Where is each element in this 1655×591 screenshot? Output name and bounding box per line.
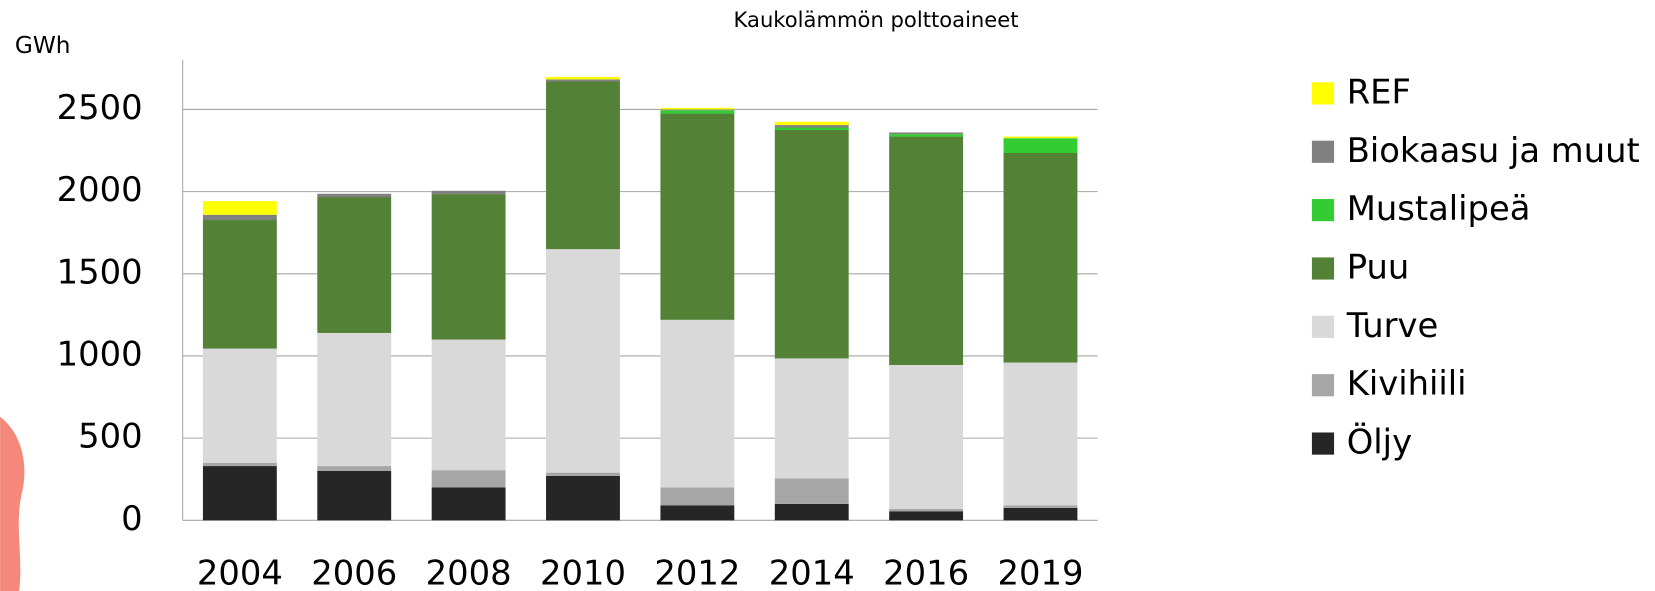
y-axis-label: GWh	[15, 32, 71, 59]
bar-segment	[660, 108, 734, 110]
bar-segment	[775, 130, 849, 358]
bar-segment	[775, 128, 849, 130]
bar-segment	[317, 194, 391, 197]
bar-segment	[546, 476, 620, 520]
legend-swatch	[1312, 82, 1334, 104]
legend-label: Biokaasu ja muut	[1347, 131, 1640, 170]
bar-segment	[1004, 138, 1078, 153]
bar-segment	[203, 349, 277, 463]
bar-segment	[317, 471, 391, 520]
bar-segment	[1004, 508, 1078, 520]
bar-segment	[660, 487, 734, 505]
bar-segment	[203, 215, 277, 220]
bar-segment	[432, 194, 506, 339]
bar-segment	[317, 333, 391, 466]
bar-segment	[546, 249, 620, 472]
bar-segment	[317, 197, 391, 333]
y-tick-label: 0	[121, 499, 142, 538]
legend-label: Mustalipeä	[1347, 189, 1531, 228]
bar-segment	[317, 466, 391, 471]
legend-label: Turve	[1346, 306, 1439, 345]
page: {"chart_data": { "type": "stacked-bar", …	[0, 0, 1655, 591]
bar-segment	[660, 110, 734, 113]
x-tick-label: 2019	[998, 554, 1084, 591]
bar-segment	[775, 122, 849, 125]
bar-segment	[889, 132, 963, 134]
legend-label: Öljy	[1347, 422, 1412, 462]
bar-segment	[546, 77, 620, 79]
decoration	[0, 417, 24, 591]
bar-segment	[203, 220, 277, 349]
bar-segment	[660, 320, 734, 488]
bar-segment	[1004, 506, 1078, 508]
y-tick-label: 1000	[57, 334, 143, 373]
x-tick-label: 2012	[654, 554, 740, 591]
legend-swatch	[1312, 374, 1334, 396]
bar-segment	[203, 466, 277, 520]
bar-segment	[1004, 137, 1078, 139]
legend-swatch	[1312, 199, 1334, 221]
bar-segment	[775, 504, 849, 520]
x-tick-label: 2010	[540, 554, 626, 591]
bar-segment	[775, 358, 849, 478]
bar-segment	[203, 201, 277, 215]
y-tick-label: 1500	[57, 252, 143, 291]
y-tick-label: 2000	[57, 170, 143, 209]
bar-segment	[1004, 153, 1078, 363]
bar-segment	[432, 191, 506, 194]
bar-segment	[660, 114, 734, 320]
legend-swatch	[1312, 257, 1334, 279]
x-tick-label: 2008	[426, 554, 512, 591]
y-tick-label: 500	[78, 417, 142, 456]
bar-segment	[889, 511, 963, 520]
bar-segment	[546, 473, 620, 476]
legend-swatch	[1312, 316, 1334, 338]
bar-segment	[660, 109, 734, 110]
bar-segment	[432, 487, 506, 520]
bar-segment	[546, 79, 620, 81]
chart: Kaukolämmön polttoaineet GWh 0 500 1000 150…	[0, 0, 1655, 591]
x-tick-label: 2014	[769, 554, 855, 591]
bar-segment	[660, 506, 734, 521]
legend-label: REF	[1347, 72, 1411, 111]
bar-segment	[775, 478, 849, 503]
bar-segment	[889, 134, 963, 136]
x-tick-label: 2004	[197, 554, 283, 591]
bar-segment	[1004, 363, 1078, 506]
bar-segment	[432, 340, 506, 471]
x-tick-label: 2016	[883, 554, 969, 591]
x-tick-label: 2006	[311, 554, 397, 591]
bar-segment	[432, 470, 506, 487]
bar-segment	[203, 463, 277, 466]
legend-label: Puu	[1347, 248, 1410, 287]
y-tick-label: 2500	[57, 88, 143, 127]
chart-title: Kaukolämmön polttoaineet	[734, 7, 1019, 32]
bar-segment	[546, 82, 620, 250]
bar-segment	[889, 509, 963, 511]
legend-label: Kivihiili	[1347, 364, 1467, 403]
bar-segment	[889, 365, 963, 509]
legend-swatch	[1312, 432, 1334, 454]
bar-segment	[775, 125, 849, 127]
bar-segment	[889, 137, 963, 365]
legend-swatch	[1312, 141, 1334, 163]
